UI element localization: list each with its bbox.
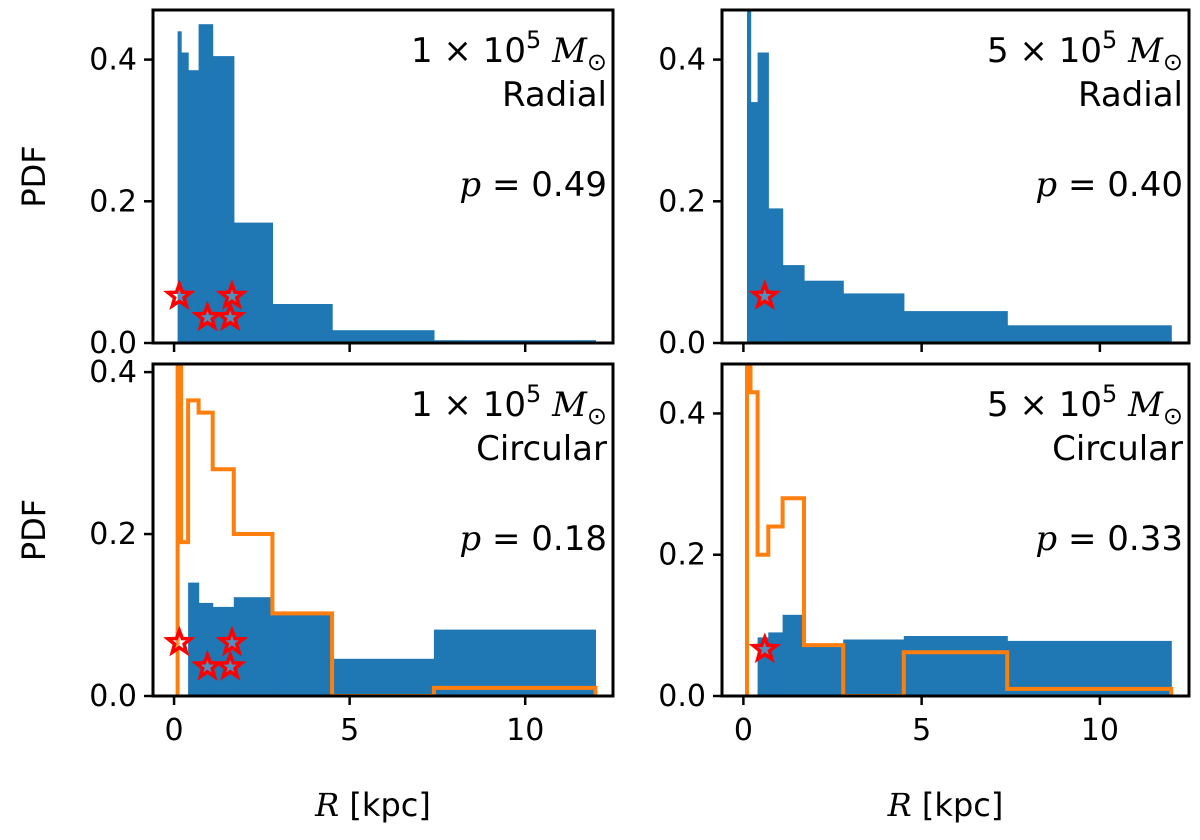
panel-top-left: 0.0 0.2 0.4 PDF 1 × 105 M⊙Radial p = 0.49 xyxy=(15,8,615,361)
plot-area xyxy=(163,24,596,343)
histogram-bar xyxy=(768,632,784,696)
histogram-bar xyxy=(757,52,769,343)
orbit-annotation: Radial xyxy=(1078,75,1183,115)
histogram-bar xyxy=(747,10,752,343)
axes-frame xyxy=(151,362,615,698)
y-tick-label: 0.4 xyxy=(89,43,137,78)
histogram-bar xyxy=(181,52,189,343)
star-marker xyxy=(215,279,249,311)
histogram-bar xyxy=(233,222,273,343)
y-tick-label: 0.4 xyxy=(658,43,706,78)
y-tick-label: 0.0 xyxy=(89,679,137,714)
histogram-bar xyxy=(177,31,182,343)
star-marker xyxy=(748,279,782,311)
x-tick-label: 0 xyxy=(165,713,184,748)
histogram-bar xyxy=(188,70,200,343)
histogram-bar xyxy=(757,637,769,696)
p-value-annotation: p = 0.33 xyxy=(1035,519,1183,559)
histogram-bar xyxy=(843,639,905,696)
histogram-bar xyxy=(782,265,805,343)
histogram-bar xyxy=(198,24,214,343)
y-axis-label: PDF xyxy=(15,499,53,561)
plot-area xyxy=(745,364,1174,696)
histogram-bar xyxy=(433,629,596,696)
star-marker xyxy=(215,625,249,657)
x-axis-label: R [kpc] xyxy=(887,786,1004,824)
star-marker xyxy=(213,300,247,332)
orbit-annotation: Circular xyxy=(1052,429,1183,469)
star-marker xyxy=(748,632,782,664)
y-tick-label: 0.4 xyxy=(658,396,706,431)
y-tick-label: 0.0 xyxy=(658,326,706,361)
y-tick-label: 0.2 xyxy=(89,184,137,219)
axes-frame xyxy=(720,362,1191,698)
x-tick-label: 0 xyxy=(734,713,753,748)
step-histogram-line xyxy=(175,364,598,696)
x-tick-label: 10 xyxy=(1081,713,1119,748)
axes-frame xyxy=(720,8,1191,345)
histogram-bar xyxy=(212,56,235,343)
p-value-annotation: p = 0.40 xyxy=(1035,165,1183,205)
histogram-bar xyxy=(233,597,273,696)
x-tick-label: 5 xyxy=(340,713,359,748)
plot-area xyxy=(163,364,598,696)
y-tick-label: 0.2 xyxy=(89,517,137,552)
y-tick-label: 0.0 xyxy=(89,326,137,361)
histogram-bar xyxy=(332,330,435,343)
star-marker xyxy=(213,649,247,681)
star-marker xyxy=(163,625,196,657)
mass-annotation: 1 × 105 M⊙ xyxy=(411,26,607,76)
mass-annotation: 5 × 105 M⊙ xyxy=(987,380,1183,430)
orbit-annotation: Circular xyxy=(476,429,607,469)
y-axis-label: PDF xyxy=(15,145,53,207)
y-tick-label: 0.2 xyxy=(658,538,706,573)
histogram-bar xyxy=(1007,640,1172,696)
step-histogram-line xyxy=(745,364,1174,696)
x-tick-label: 10 xyxy=(506,713,544,748)
histogram-bar xyxy=(782,614,805,696)
panel-top-right: 0.0 0.2 0.4 5 × 105 M⊙Radial p = 0.40 xyxy=(658,8,1191,361)
histogram-bar xyxy=(903,311,1008,343)
histogram-bar xyxy=(272,304,333,343)
histogram-bar xyxy=(332,658,435,696)
histogram-bar xyxy=(843,293,905,343)
histogram-bar xyxy=(903,636,1008,696)
histogram-bar xyxy=(768,208,784,343)
histogram-bar xyxy=(198,602,214,696)
y-tick-label: 0.4 xyxy=(89,355,137,390)
histogram-bar xyxy=(750,102,759,343)
panel-bottom-right: 0.0 0.2 0.4 0 5 10 R [kpc] 5 × 105 M⊙Circular p … xyxy=(658,362,1191,824)
histogram-bar xyxy=(804,280,844,343)
axes-frame xyxy=(151,8,615,345)
p-value-annotation: p = 0.49 xyxy=(459,165,607,205)
panel-bottom-left: 0.0 0.2 0.4 0 5 10 PDF R [kpc] 1 × 105 M⊙Circula… xyxy=(15,355,615,824)
histogram-bar xyxy=(272,615,333,696)
mass-annotation: 1 × 105 M⊙ xyxy=(411,380,607,430)
p-value-annotation: p = 0.18 xyxy=(459,519,607,559)
histogram-bar xyxy=(1007,325,1172,343)
mass-annotation: 5 × 105 M⊙ xyxy=(987,26,1183,76)
histogram-bar xyxy=(188,582,200,696)
plot-area xyxy=(747,10,1172,343)
star-marker xyxy=(163,279,196,311)
y-tick-label: 0.2 xyxy=(658,184,706,219)
orbit-annotation: Radial xyxy=(502,75,607,115)
x-tick-label: 5 xyxy=(912,713,931,748)
x-axis-label: R [kpc] xyxy=(314,786,431,824)
y-tick-label: 0.0 xyxy=(658,679,706,714)
histogram-bar xyxy=(804,645,844,696)
